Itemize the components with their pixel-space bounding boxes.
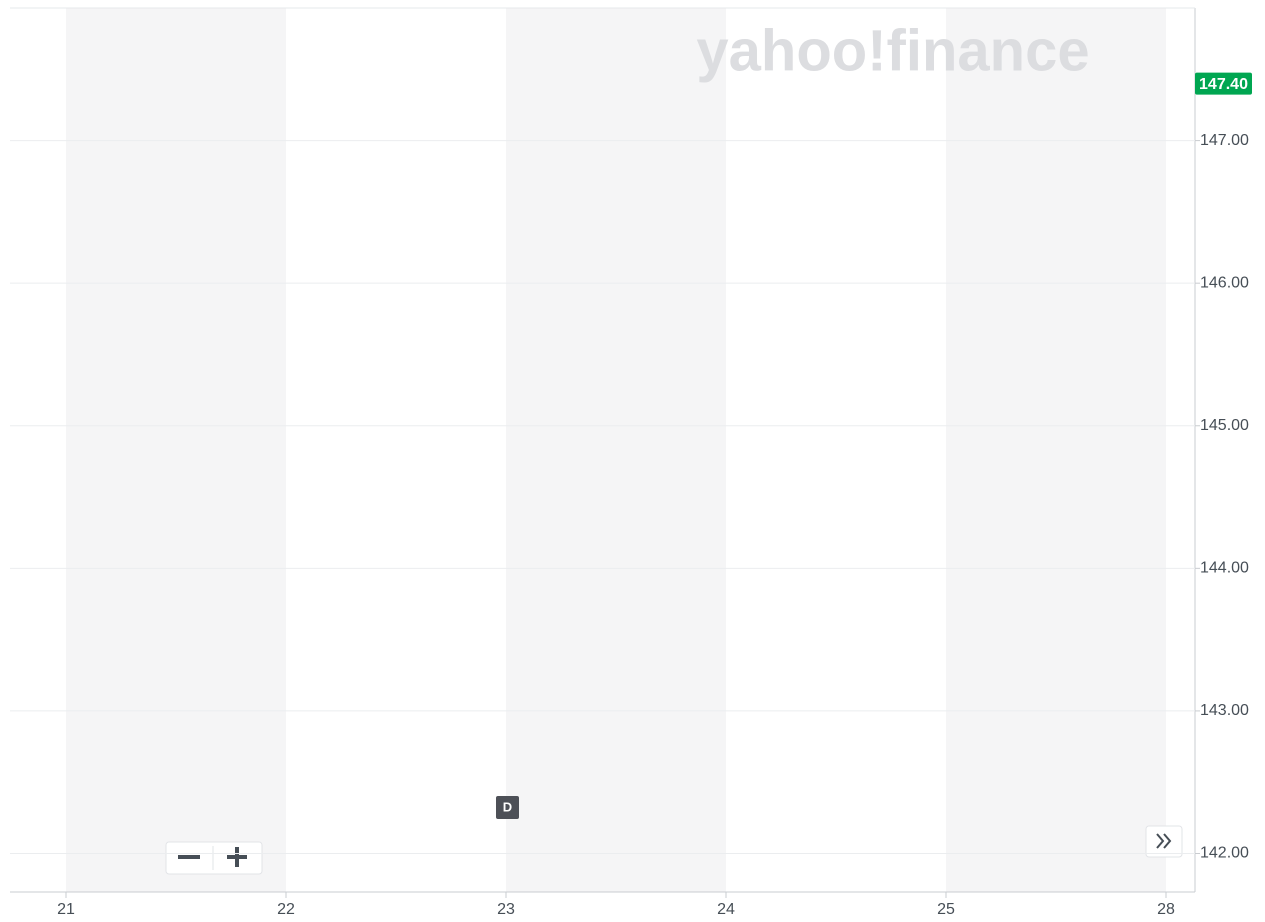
scroll-box[interactable] xyxy=(1145,825,1183,858)
y-tick-label: 147.00 xyxy=(1200,132,1249,149)
y-tick-label: 143.00 xyxy=(1200,702,1249,719)
x-tick-label: 22 xyxy=(277,901,295,918)
zoom-in-v xyxy=(235,847,239,867)
x-tick-label: 23 xyxy=(497,901,515,918)
event-marker[interactable] xyxy=(496,796,519,819)
zoom-controls xyxy=(165,841,263,875)
event-marker-label: D xyxy=(503,799,512,814)
x-tick-label: 25 xyxy=(937,901,955,918)
y-tick-label: 145.00 xyxy=(1200,417,1249,434)
x-tick-label: 24 xyxy=(717,901,735,918)
bands xyxy=(66,8,1166,892)
band xyxy=(506,8,726,892)
zoom-out[interactable] xyxy=(178,855,200,859)
x-tick-label: 28 xyxy=(1157,901,1175,918)
band xyxy=(946,8,1166,892)
price-tag xyxy=(1195,72,1252,95)
y-tick-label: 144.00 xyxy=(1200,560,1249,577)
band xyxy=(66,8,286,892)
y-tick-label: 142.00 xyxy=(1200,845,1249,862)
x-tick-label: 21 xyxy=(57,901,75,918)
price-tag-label: 147.40 xyxy=(1199,76,1248,93)
watermark: yahoo!finance xyxy=(696,18,1089,83)
scroll-button[interactable] xyxy=(1145,825,1183,858)
y-tick-label: 146.00 xyxy=(1200,274,1249,291)
scroll-icon xyxy=(1156,833,1172,849)
